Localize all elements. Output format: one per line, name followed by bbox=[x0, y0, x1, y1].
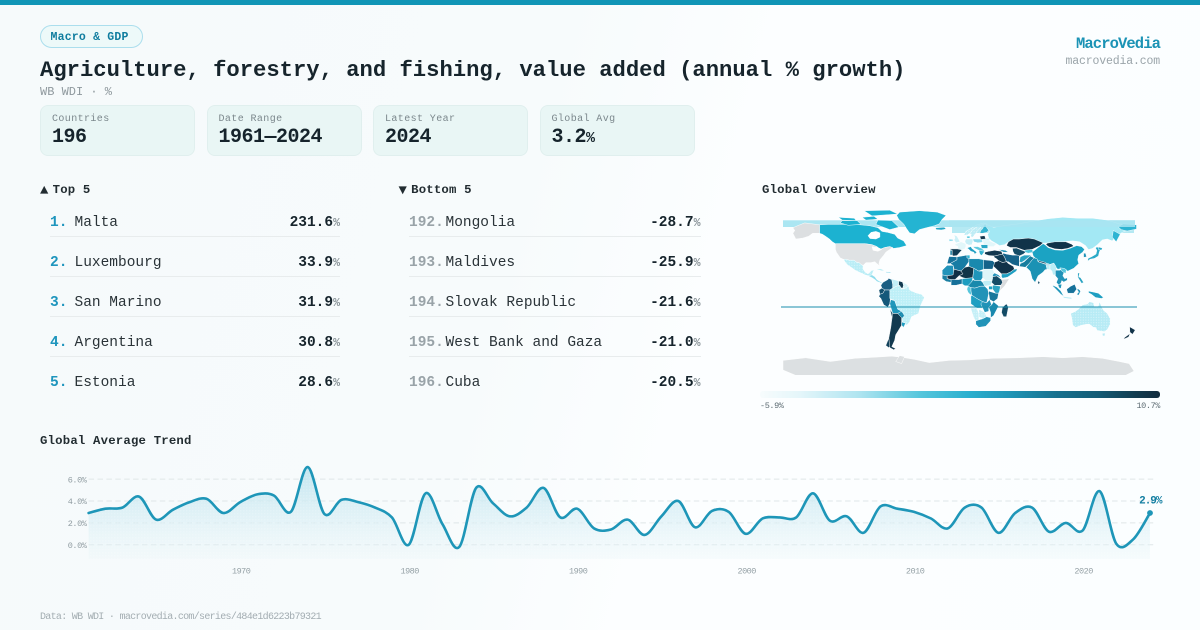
svg-text:2.9%: 2.9% bbox=[1139, 496, 1163, 508]
svg-text:1980: 1980 bbox=[400, 567, 419, 577]
svg-text:2020: 2020 bbox=[1074, 567, 1093, 577]
svg-text:2000: 2000 bbox=[737, 567, 756, 577]
svg-text:6.0%: 6.0% bbox=[68, 475, 88, 485]
svg-text:2010: 2010 bbox=[906, 567, 925, 577]
svg-text:0.0%: 0.0% bbox=[68, 541, 88, 551]
svg-text:1970: 1970 bbox=[232, 567, 251, 577]
svg-text:4.0%: 4.0% bbox=[68, 497, 88, 507]
svg-text:1990: 1990 bbox=[569, 567, 588, 577]
svg-text:2.0%: 2.0% bbox=[68, 519, 88, 529]
